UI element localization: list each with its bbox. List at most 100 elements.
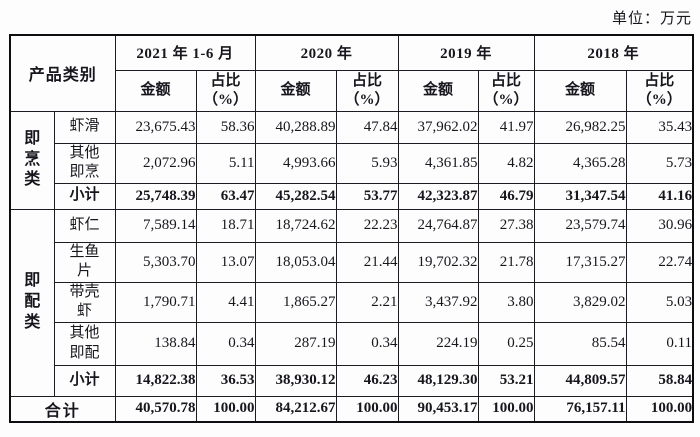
ratio-cell: 4.82 xyxy=(477,142,535,184)
product-label: 其他 即配 xyxy=(53,321,116,366)
ratio-cell: 53.21 xyxy=(477,364,535,397)
amount-cell: 44,809.57 xyxy=(533,364,627,397)
amount-cell: 37,962.02 xyxy=(397,110,479,144)
amount-cell: 84,212.67 xyxy=(254,395,337,423)
ratio-cell: 22.74 xyxy=(625,241,694,283)
ratio-cell: 46.79 xyxy=(477,182,535,210)
amount-cell: 23,675.43 xyxy=(114,110,197,144)
ratio-cell: 47.84 xyxy=(335,110,399,144)
table-header-measures: 金额 占比 （%） 金额 占比 （%） 金额 占比 （%） 金额 占比 （%） xyxy=(10,69,694,112)
amount-cell: 1,865.27 xyxy=(254,281,337,323)
table-header-periods: 产品类别 2021 年 1-6 月 2020 年 2019 年 2018 年 xyxy=(9,34,694,112)
amount-cell: 287.19 xyxy=(254,321,337,366)
product-label: 带壳 虾 xyxy=(53,281,116,323)
unit-label: 单位：万元 xyxy=(611,11,692,27)
product-label: 生鱼 片 xyxy=(53,241,116,283)
amount-cell: 45,282.54 xyxy=(254,182,337,210)
amount-header-2020: 金额 xyxy=(254,69,337,112)
table-row-xiaren: 即 配 类 虾仁 7,589.14 18.71 18,724.62 22.23 … xyxy=(9,208,694,397)
amount-cell: 76,157.11 xyxy=(533,395,627,423)
amount-cell: 42,323.87 xyxy=(397,182,479,210)
ratio-cell: 5.03 xyxy=(625,281,694,323)
amount-header-2021: 金额 xyxy=(114,69,197,112)
ratio-header-2018: 占比 （%） xyxy=(625,69,694,112)
amount-cell: 4,993.66 xyxy=(254,142,337,184)
amount-cell: 17,315.27 xyxy=(533,241,627,283)
amount-cell: 3,829.02 xyxy=(533,281,627,323)
table-row-other-ready-to-cook: 其他 即烹 2,072.96 5.11 4,993.66 5.93 4,361.… xyxy=(10,142,694,184)
ratio-cell: 36.53 xyxy=(195,364,256,397)
amount-cell: 18,053.04 xyxy=(254,241,337,283)
amount-cell: 25,748.39 xyxy=(114,182,197,210)
subtotal-label: 小计 xyxy=(53,182,116,210)
ratio-cell: 100.00 xyxy=(335,395,399,423)
product-label: 其他 即烹 xyxy=(53,142,116,184)
period-header-2018: 2018 年 xyxy=(533,34,694,71)
ratio-cell: 0.11 xyxy=(625,321,694,366)
total-row: 合计 40,570.78 100.00 84,212.67 100.00 90,… xyxy=(9,395,694,423)
amount-cell: 40,570.78 xyxy=(114,395,197,423)
ratio-cell: 5.73 xyxy=(625,142,694,184)
amount-header-2019: 金额 xyxy=(397,69,479,112)
amount-cell: 48,129.30 xyxy=(397,364,479,397)
table-row-xiahua: 即 烹 类 虾滑 23,675.43 58.36 40,288.89 47.84… xyxy=(9,110,694,210)
product-label: 虾滑 xyxy=(53,110,116,144)
ratio-cell: 13.07 xyxy=(195,241,256,283)
table-row-shengyupian: 生鱼 片 5,303.70 13.07 18,053.04 21.44 19,7… xyxy=(10,241,694,283)
amount-cell: 85.54 xyxy=(533,321,627,366)
amount-cell: 19,702.32 xyxy=(397,241,479,283)
period-header-2020: 2020 年 xyxy=(254,34,399,71)
ratio-cell: 3.80 xyxy=(477,281,535,323)
product-label: 虾仁 xyxy=(53,208,116,243)
ratio-cell: 53.77 xyxy=(335,182,399,210)
ratio-cell: 41.97 xyxy=(477,110,535,144)
amount-cell: 26,982.25 xyxy=(533,110,627,144)
amount-cell: 40,288.89 xyxy=(254,110,337,144)
product-category-header: 产品类别 xyxy=(9,34,116,112)
group-label-ready-to-prepare: 即 配 类 xyxy=(9,208,55,397)
amount-cell: 2,072.96 xyxy=(114,142,197,184)
ratio-cell: 35.43 xyxy=(625,110,694,144)
ratio-cell: 100.00 xyxy=(477,395,535,423)
table-row-daikexia: 带壳 虾 1,790.71 4.41 1,865.27 2.21 3,437.9… xyxy=(10,281,694,323)
ratio-header-2019: 占比 （%） xyxy=(477,69,535,112)
subtotal-row-ready-to-prepare: 小计 14,822.38 36.53 38,930.12 46.23 48,12… xyxy=(10,364,694,397)
amount-cell: 3,437.92 xyxy=(397,281,479,323)
ratio-cell: 22.23 xyxy=(335,208,399,243)
table-row-other-ready-to-prepare: 其他 即配 138.84 0.34 287.19 0.34 224.19 0.2… xyxy=(10,321,694,366)
amount-cell: 18,724.62 xyxy=(254,208,337,243)
amount-cell: 4,365.28 xyxy=(533,142,627,184)
ratio-cell: 21.78 xyxy=(477,241,535,283)
ratio-cell: 0.34 xyxy=(195,321,256,366)
ratio-cell: 21.44 xyxy=(335,241,399,283)
ratio-cell: 100.00 xyxy=(625,395,694,423)
ratio-cell: 18.71 xyxy=(195,208,256,243)
amount-cell: 24,764.87 xyxy=(397,208,479,243)
amount-cell: 23,579.74 xyxy=(533,208,627,243)
amount-cell: 1,790.71 xyxy=(114,281,197,323)
amount-cell: 14,822.38 xyxy=(114,364,197,397)
total-label: 合计 xyxy=(9,395,116,423)
subtotal-row-ready-to-cook: 小计 25,748.39 63.47 45,282.54 53.77 42,32… xyxy=(10,182,694,210)
ratio-cell: 58.84 xyxy=(625,364,694,397)
ratio-cell: 58.36 xyxy=(195,110,256,144)
ratio-cell: 27.38 xyxy=(477,208,535,243)
ratio-cell: 100.00 xyxy=(195,395,256,423)
ratio-cell: 2.21 xyxy=(335,281,399,323)
ratio-cell: 63.47 xyxy=(195,182,256,210)
ratio-cell: 41.16 xyxy=(625,182,694,210)
amount-cell: 5,303.70 xyxy=(114,241,197,283)
amount-cell: 224.19 xyxy=(397,321,479,366)
ratio-header-2020: 占比 （%） xyxy=(335,69,399,112)
revenue-breakdown-table: 产品类别 2021 年 1-6 月 2020 年 2019 年 2018 年 金… xyxy=(9,34,695,423)
group-label-ready-to-cook: 即 烹 类 xyxy=(9,110,55,210)
subtotal-label: 小计 xyxy=(53,364,116,397)
amount-cell: 138.84 xyxy=(114,321,197,366)
ratio-cell: 30.96 xyxy=(625,208,694,243)
ratio-cell: 0.34 xyxy=(335,321,399,366)
ratio-cell: 4.41 xyxy=(195,281,256,323)
ratio-cell: 5.93 xyxy=(335,142,399,184)
amount-cell: 31,347.54 xyxy=(533,182,627,210)
amount-cell: 4,361.85 xyxy=(397,142,479,184)
